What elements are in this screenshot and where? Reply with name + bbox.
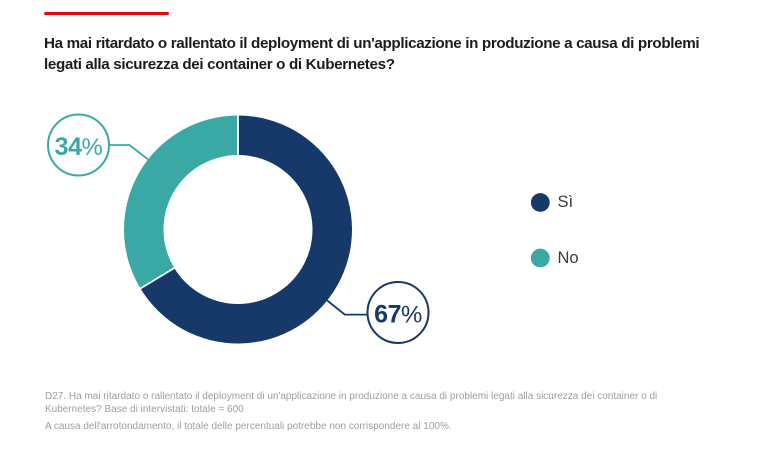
svg-text:67%: 67% <box>374 301 422 329</box>
svg-text:34%: 34% <box>55 133 103 161</box>
